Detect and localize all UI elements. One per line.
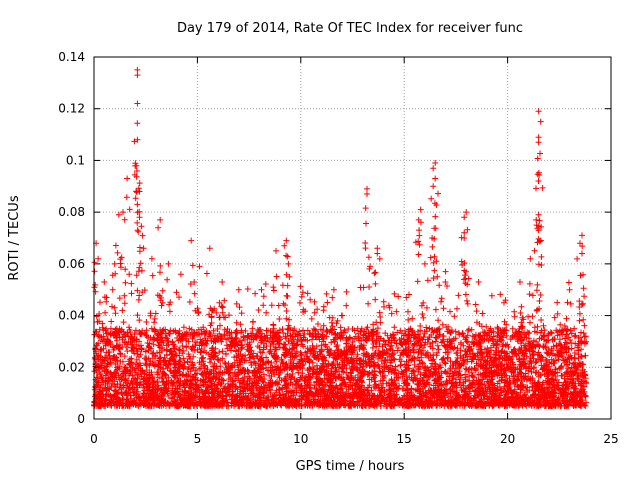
- y-tick-label: 0.04: [58, 309, 85, 323]
- x-tick-label: 5: [194, 432, 202, 446]
- tick-layer: 0 5 10 15 20 25 0 0.02 0.04 0.06 0.08 0.1 0.12 0.14: [58, 50, 618, 446]
- x-tick-label: 25: [603, 432, 618, 446]
- data-points: [91, 66, 590, 410]
- y-tick-label: 0.12: [58, 102, 85, 116]
- x-tick-label: 20: [500, 432, 515, 446]
- x-axis-label: GPS time / hours: [296, 459, 405, 474]
- y-axis-label: ROTI / TECUs: [7, 195, 22, 280]
- x-tick-label: 0: [90, 432, 98, 446]
- y-tick-label: 0.1: [66, 153, 85, 167]
- chart-title: Day 179 of 2014, Rate Of TEC Index for r…: [177, 21, 523, 36]
- plot-border: [93, 56, 612, 420]
- y-tick-label: 0.08: [58, 205, 85, 219]
- grid-layer: [94, 57, 611, 419]
- x-tick-label: 10: [293, 432, 308, 446]
- y-tick-label: 0.06: [58, 257, 85, 271]
- y-tick-label: 0.02: [58, 360, 85, 374]
- x-tick-label: 15: [397, 432, 412, 446]
- y-tick-label: 0: [77, 412, 85, 426]
- roti-point-markers: [91, 66, 590, 410]
- y-tick-label: 0.14: [58, 50, 85, 64]
